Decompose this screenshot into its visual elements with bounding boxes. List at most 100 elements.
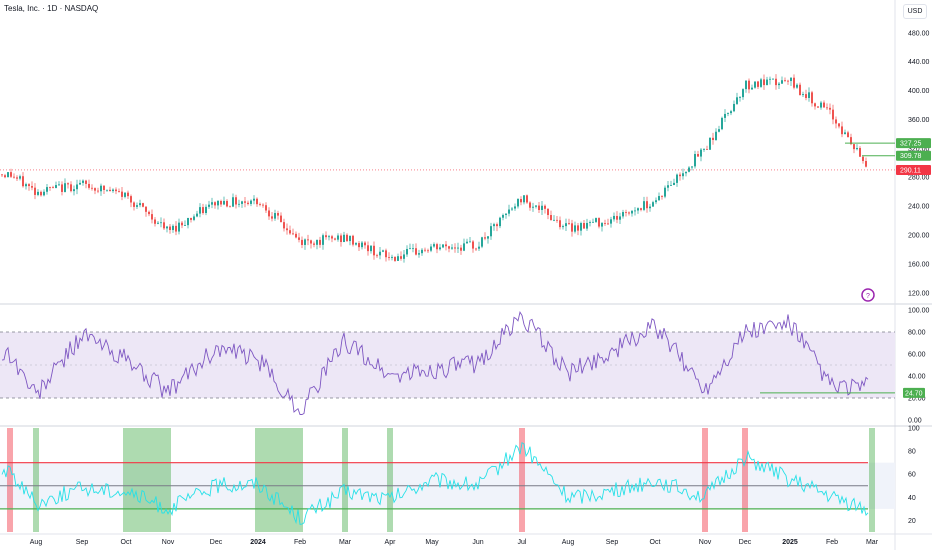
candle — [847, 130, 849, 138]
osc-tick-label: 60 — [908, 472, 916, 479]
candle-body — [706, 149, 708, 150]
candle — [127, 190, 129, 200]
candle-body — [820, 102, 822, 108]
candle-body — [274, 213, 276, 219]
candle-body — [838, 123, 840, 127]
currency-button[interactable]: USD — [903, 4, 927, 19]
candle — [184, 220, 186, 226]
candle-body — [484, 237, 486, 239]
candle — [700, 147, 702, 162]
candle-body — [688, 167, 690, 172]
candle-body — [778, 83, 780, 86]
candle-body — [385, 250, 387, 258]
candle-body — [67, 183, 69, 185]
candle-body — [538, 205, 540, 210]
candle — [787, 79, 789, 85]
candle — [526, 194, 528, 204]
price-label-bg — [896, 164, 931, 175]
candle — [487, 236, 489, 244]
candle-body — [649, 206, 651, 209]
candle — [586, 218, 588, 231]
candle — [772, 78, 774, 80]
candle-body — [46, 187, 48, 192]
candle-body — [853, 144, 855, 150]
candle — [499, 216, 501, 229]
candle — [460, 244, 462, 255]
candle-body — [184, 225, 186, 226]
candle-body — [697, 154, 699, 157]
candle-body — [865, 161, 867, 167]
signal-zone — [387, 428, 393, 532]
candle — [625, 209, 627, 217]
candle-body — [421, 249, 423, 254]
candle-body — [646, 201, 648, 209]
candle-body — [676, 174, 678, 183]
candle — [826, 103, 828, 110]
candle — [178, 218, 180, 235]
signal-zone — [869, 428, 875, 532]
candle — [760, 77, 762, 88]
candle-body — [619, 216, 621, 220]
candle-body — [331, 236, 333, 239]
candle-body — [118, 191, 120, 192]
candle — [142, 202, 144, 208]
candle — [37, 189, 39, 197]
candle-body — [541, 205, 543, 210]
candle — [13, 173, 15, 179]
candle — [457, 242, 459, 254]
candle — [58, 181, 60, 186]
candle — [205, 204, 207, 216]
candle — [319, 236, 321, 248]
candle-body — [247, 202, 249, 204]
candle-body — [727, 113, 729, 114]
candle-body — [586, 222, 588, 229]
candle-body — [4, 175, 6, 178]
candle — [211, 197, 213, 209]
candle — [568, 218, 570, 225]
candle-body — [418, 253, 420, 255]
candle-body — [169, 226, 171, 231]
candle — [109, 186, 111, 192]
candle — [703, 148, 705, 152]
candle-body — [187, 218, 189, 226]
candle-body — [424, 249, 426, 251]
time-tick-label: Oct — [121, 539, 132, 546]
oscillator-panel[interactable]: 100 80 60 40 20 — [0, 426, 920, 533]
rsi-level-text: 24.70 — [905, 390, 923, 397]
candle — [343, 231, 345, 243]
candle — [379, 246, 381, 260]
candle-body — [514, 206, 516, 209]
candle — [652, 200, 654, 207]
candle-body — [760, 79, 762, 87]
candle-body — [358, 243, 360, 248]
candle — [286, 223, 288, 235]
rsi-level-badge: 24.70 — [903, 387, 925, 398]
signal-zone — [255, 428, 303, 532]
candle-body — [562, 226, 564, 228]
candle-body — [496, 224, 498, 227]
candle-body — [328, 236, 330, 238]
candle-body — [370, 245, 372, 252]
time-axis[interactable]: Aug Sep Oct Nov Dec 2024 Feb Mar Apr May Jun Jul Aug… — [0, 533, 932, 546]
candle — [751, 84, 753, 91]
rsi-panel[interactable]: 100.00 80.00 60.00 40.00 20.00 0.00 24.70 — [0, 308, 932, 427]
candle — [226, 199, 228, 208]
candle-body — [604, 223, 606, 224]
candle — [181, 221, 183, 229]
candle-body — [202, 207, 204, 214]
candle — [175, 221, 177, 236]
candle-body — [313, 243, 315, 245]
candle — [367, 241, 369, 256]
candle-body — [265, 205, 267, 211]
candle-body — [61, 184, 63, 192]
candle — [580, 221, 582, 236]
candle-body — [382, 250, 384, 252]
time-tick-label: Apr — [385, 539, 397, 546]
price-tick-label: 480.00 — [908, 30, 930, 37]
candle-body — [793, 77, 795, 88]
candle — [730, 109, 732, 116]
tradingview-logo-icon[interactable]: ? — [861, 288, 875, 302]
candle-body — [769, 78, 771, 80]
